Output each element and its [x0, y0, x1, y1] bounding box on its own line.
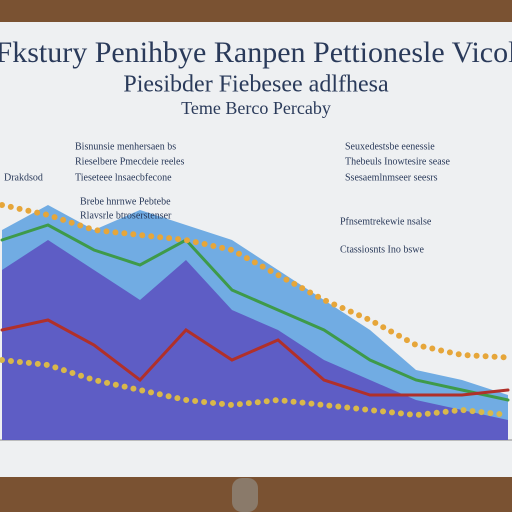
annotation: Seuxedestsbe eenessie — [345, 141, 435, 152]
annotation: Bisnunsie menhersaen bs — [75, 141, 176, 152]
line — [0, 223, 510, 402]
line — [0, 318, 510, 397]
annotation: Rlavsrle btroserstenser — [80, 210, 172, 221]
annotation: Pfnsemtrekewie nsalse — [340, 216, 432, 227]
annotation: Drakdsod — [4, 172, 43, 183]
line — [0, 202, 511, 361]
line — [0, 357, 511, 419]
chart-title: Fkstury Penihbye Ranpen Pettionesle Vico… — [0, 36, 512, 69]
annotation: Tieseteee lnsaecbfecone — [75, 172, 172, 183]
annotation: Ctassiosnts Ino bswe — [340, 244, 424, 255]
annotation: Thebeuls Inowtesire sease — [345, 156, 451, 167]
annotation: Ssesaemlnmseer seesrs — [345, 172, 438, 183]
area — [2, 240, 508, 440]
annotation: Brebe hnrnwe Pebtebe — [80, 196, 171, 207]
annotation: Rieselbere Pmecdeie reeles — [75, 156, 184, 167]
chart-subtitle: Piesibder Fiebesee adlfhesa — [123, 72, 389, 98]
chart-caption: Teme Berco Percaby — [181, 98, 331, 118]
cat — [232, 478, 258, 512]
